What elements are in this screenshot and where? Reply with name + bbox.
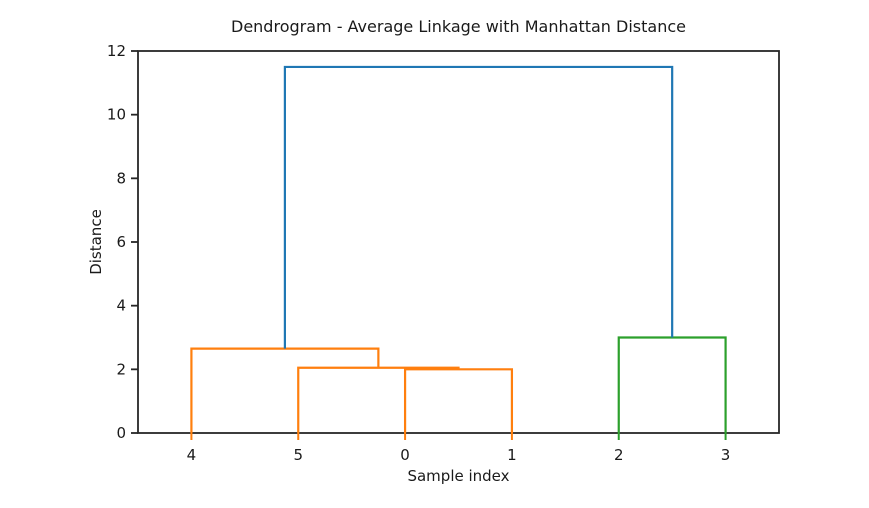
- y-tick-label: 10: [107, 106, 126, 124]
- y-tick-label: 4: [116, 297, 126, 315]
- dendrogram-link: [283, 65, 674, 349]
- y-tick-label: 2: [116, 360, 126, 378]
- x-tick-label: 5: [293, 446, 303, 464]
- dendrogram-link: [403, 368, 514, 433]
- x-tick-label: 4: [187, 446, 197, 464]
- y-tick-label: 0: [116, 424, 126, 442]
- x-tick-label: 2: [614, 446, 624, 464]
- y-tick-label: 12: [107, 42, 126, 60]
- y-tick-label: 6: [116, 233, 126, 251]
- x-tick-label: 3: [721, 446, 731, 464]
- y-tick-label: 8: [116, 169, 126, 187]
- x-tick-label: 1: [507, 446, 517, 464]
- x-tick-label: 0: [400, 446, 410, 464]
- x-axis-label: Sample index: [407, 467, 510, 485]
- dendrogram-link: [297, 366, 460, 433]
- axes-frame: [137, 50, 780, 434]
- chart-title: Dendrogram - Average Linkage with Manhat…: [231, 17, 686, 36]
- dendrogram-link: [617, 336, 727, 433]
- dendrogram-link: [190, 347, 380, 433]
